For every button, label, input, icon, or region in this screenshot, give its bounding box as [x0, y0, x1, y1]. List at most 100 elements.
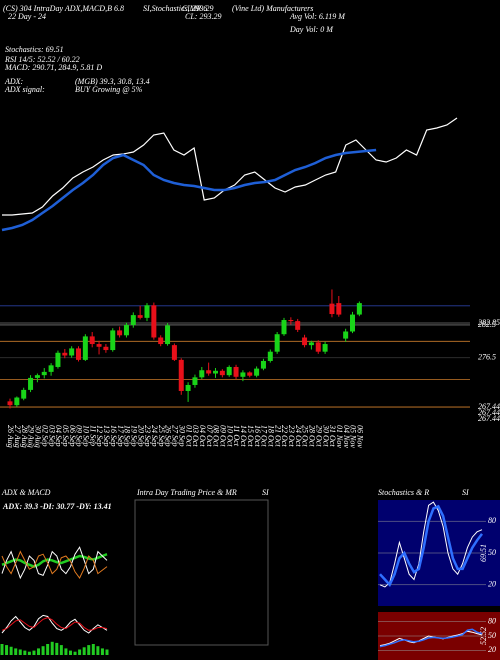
- candle-body: [336, 303, 342, 315]
- header-text: (MGB) 39.3, 30.8, 13.4: [75, 77, 150, 86]
- x-tick-label: 27 Aug: [13, 425, 22, 448]
- x-tick-label: 13 Sep: [102, 425, 111, 447]
- candle-body: [288, 320, 294, 322]
- candle-body: [233, 366, 239, 377]
- histogram-bar: [14, 648, 18, 655]
- candle-body: [254, 368, 260, 376]
- x-tick-label: 01 Nov: [335, 425, 344, 448]
- header-text: Cl 293.29: [182, 4, 214, 13]
- histogram-bar: [100, 648, 104, 655]
- series-line: [379, 501, 483, 588]
- x-tick-label: 10 Sep: [82, 425, 91, 447]
- x-tick-label: 04 Sep: [54, 425, 63, 447]
- candle-body: [82, 336, 88, 360]
- series-line: [1, 614, 108, 634]
- x-tick-label: 06 Nov: [356, 425, 365, 448]
- x-tick-label: 16 Oct: [253, 425, 262, 447]
- x-tick-label: 25 Oct: [301, 425, 310, 447]
- header-text: (Vine Ltd) Manufacturers: [232, 4, 313, 13]
- x-tick-label: 20 Sep: [136, 425, 145, 447]
- candle-body: [329, 303, 335, 315]
- y-tick-label: 80: [488, 516, 496, 525]
- price-level-label: 282.85: [478, 318, 500, 327]
- histogram-bar: [91, 644, 95, 655]
- x-tick-label: 03 Sep: [47, 425, 56, 447]
- x-tick-label: 29 Aug: [27, 425, 36, 448]
- x-tick-label: 16 Sep: [109, 425, 118, 447]
- series-line: [379, 628, 483, 648]
- histogram-bar: [64, 648, 68, 655]
- candle-body: [226, 366, 232, 376]
- panel-title: Stochastics & R: [378, 488, 429, 497]
- header-text: RSI 14/5: 52.52 / 60.22: [4, 55, 80, 64]
- series-line: [1, 550, 108, 579]
- candle-body: [165, 325, 171, 345]
- y-tick-label: 80: [488, 616, 496, 625]
- histogram-bar: [105, 649, 109, 655]
- candle-body: [96, 344, 102, 347]
- x-tick-label: 04 Oct: [198, 425, 207, 447]
- header-text: (CS) 304 IntraDay ADX,MACD,B 6.8: [3, 4, 124, 13]
- y-tick-label: 50: [488, 631, 496, 640]
- candle-body: [350, 314, 355, 332]
- header-text: MACD: 290.71, 284.9, 5.81 D: [4, 63, 102, 72]
- x-tick-label: 30 Oct: [321, 424, 330, 447]
- candle-body: [199, 370, 205, 378]
- price-level-label: 267.44: [478, 408, 500, 417]
- histogram-bar: [87, 645, 91, 655]
- candle-body: [281, 320, 287, 335]
- value-label: 69.51: [479, 544, 488, 562]
- candle-body: [28, 377, 34, 390]
- x-tick-label: 18 Sep: [123, 425, 132, 447]
- x-tick-label: 23 Oct: [287, 425, 296, 447]
- x-tick-label: 31 Oct: [328, 424, 337, 447]
- panel-title: SI: [462, 488, 469, 497]
- candle-body: [302, 337, 308, 346]
- x-tick-label: 17 Sep: [116, 425, 125, 447]
- x-tick-label: 08 Oct: [212, 425, 221, 447]
- candle-body: [267, 351, 273, 361]
- header-text: Day Vol: 0 M: [289, 25, 334, 34]
- histogram-bar: [37, 648, 41, 655]
- candle-body: [192, 377, 198, 385]
- panel-title: Intra Day Trading Price & MR: [136, 488, 237, 497]
- header-text: ADX signal:: [4, 85, 45, 94]
- x-tick-label: 27 Sep: [171, 425, 180, 447]
- histogram-bar: [96, 646, 100, 655]
- header-text: Avg Vol: 6.119 M: [289, 12, 346, 21]
- candle-body: [117, 330, 123, 336]
- x-tick-label: 30 Sep: [177, 424, 186, 447]
- candle-body: [130, 315, 136, 325]
- candle-body: [14, 397, 20, 406]
- x-tick-label: 19 Sep: [129, 425, 138, 447]
- x-tick-label: 18 Oct: [266, 425, 275, 447]
- x-tick-label: 23 Sep: [143, 425, 152, 447]
- x-tick-label: 25 Sep: [157, 425, 166, 447]
- candle-body: [123, 324, 129, 336]
- x-tick-label: 14 Oct: [239, 425, 248, 447]
- candle-body: [158, 337, 164, 345]
- candle-body: [219, 370, 225, 376]
- candle-body: [110, 330, 116, 351]
- candle-body: [69, 348, 75, 356]
- x-tick-label: 21 Oct: [273, 425, 282, 447]
- histogram-bar: [73, 651, 77, 655]
- histogram-bar: [55, 642, 59, 655]
- candle-body: [213, 370, 218, 374]
- price-level-label: 282.5: [478, 320, 496, 329]
- candle-body: [7, 401, 13, 406]
- series-line: [1, 148, 377, 232]
- candle-body: [76, 348, 81, 360]
- histogram-bar: [23, 650, 27, 655]
- x-tick-label: 12 Sep: [95, 425, 104, 447]
- series-line: [1, 553, 108, 568]
- candle-body: [240, 372, 246, 377]
- x-tick-label: 03 Oct: [191, 425, 200, 447]
- x-tick-label: 05 Nov: [349, 425, 358, 448]
- candle-body: [206, 370, 212, 374]
- price-level-label: 267.44: [478, 414, 500, 423]
- x-tick-label: 24 Oct: [294, 425, 303, 447]
- series-line: [1, 617, 108, 631]
- candle-body: [322, 344, 328, 352]
